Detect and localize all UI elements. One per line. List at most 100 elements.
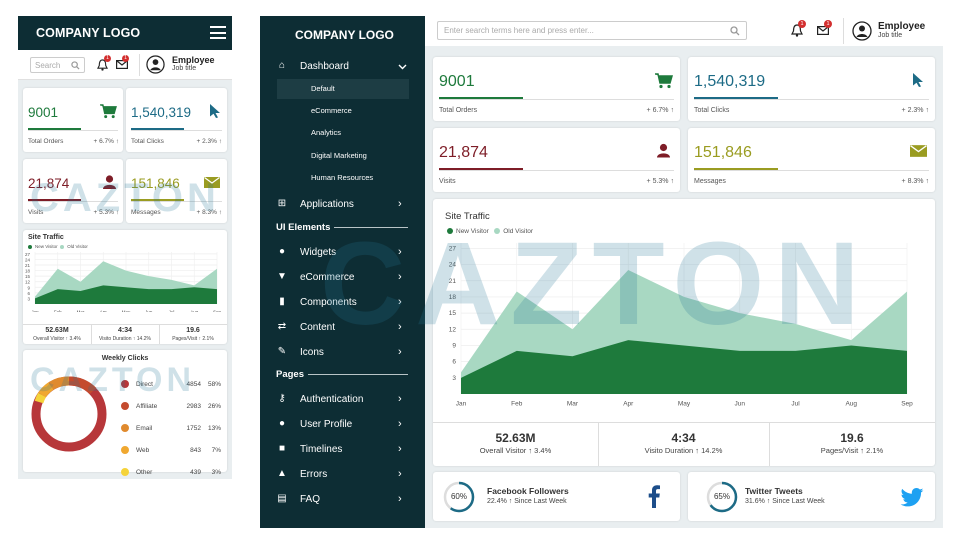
sidebar-item-pages-user-profile[interactable]: ● User Profile › [260,415,425,437]
sidebar-item-ui-components[interactable]: ▮ Components › [260,293,425,315]
mail-icon[interactable] [817,26,829,35]
brush-icon: ✎ [277,346,287,357]
tile-total-clicks[interactable]: 1,540,319 Total Clicks + 2.3% ↑ [688,57,935,121]
facebook-title: Facebook Followers [487,486,569,496]
x-tick-label: Jun [145,310,153,313]
chevron-down-icon [398,64,407,70]
stat-label: Overall Visitor ↑ 3.4% [33,336,81,342]
user-title: Job title [878,32,903,39]
user-name: Employee [172,55,215,65]
x-tick-label: Aug [845,401,857,408]
key-icon: ⚷ [278,393,286,404]
tile-total-orders[interactable]: 9001 Total Orders + 6.7% ↑ [433,57,680,121]
tile-label: Visits [28,209,44,216]
tile-label: Total Orders [439,107,478,114]
search-input[interactable]: Search [30,57,85,73]
x-tick-label: May [678,401,691,408]
legend-swatch [121,468,129,476]
user-name: Employee [878,21,926,32]
sidebar-item-pages-timelines[interactable]: ■ Timelines › [260,440,425,462]
weekly-clicks-card: Weekly Clicks Direct 4854 58% Affiliate 2983… [23,350,227,476]
tile-visits[interactable]: 21,874 Visits + 5.3% ↑ [23,159,123,223]
y-tick-label: 21 [25,263,31,268]
facebook-followers-card[interactable]: 60% Facebook Followers 22.4% ↑ Since Las… [433,472,680,521]
mobile-header: COMPANY LOGO [18,16,232,50]
sidebar-item-pages-errors[interactable]: ▲ Errors › [277,468,402,480]
chart-title: Site Traffic [28,234,64,241]
chevron-right-icon: › [398,198,402,210]
chevron-right-icon: › [398,443,402,455]
x-tick-label: Mar [567,401,579,408]
avatar[interactable] [146,55,165,74]
tile-total-clicks[interactable]: 1,540,319 Total Clicks + 2.3% ↑ [126,88,227,152]
chevron-right-icon: › [398,346,402,358]
y-tick-label: 18 [25,269,31,274]
user-icon: ● [278,418,286,429]
y-tick-label: 6 [452,359,456,366]
weekly-clicks-row: Email 1752 13% [23,424,227,440]
twitter-tweets-card[interactable]: 65% Twitter Tweets 31.6% ↑ Since Last We… [688,472,935,521]
hamburger-menu-icon[interactable] [210,26,226,39]
stat-overall-visitor-label: Overall Visitor ↑ 3.4% [479,446,552,455]
row-value: 1752 [186,425,201,432]
twitter-title: Twitter Tweets [745,486,803,496]
user-title: Job title [172,65,197,72]
search-input[interactable]: Enter search terms here and press enter.… [437,21,747,40]
tile-value: 9001 [28,105,59,120]
cart-icon: ▼ [277,271,287,282]
tile-total-orders[interactable]: 9001 Total Orders + 6.7% ↑ [23,88,123,152]
tile-value: 1,540,319 [694,73,766,90]
sidebar-item-pages-authentication[interactable]: ⚷ Authentication › [260,390,425,412]
weekly-clicks-row: Direct 4854 58% [23,380,227,396]
y-tick-label: 24 [449,262,457,269]
x-tick-label: Feb [54,310,62,313]
mail-badge: 1 [122,55,129,62]
warning-icon: ▲ [277,468,287,479]
sidebar-item-ui-content[interactable]: ⇄ Content › [277,321,402,333]
tile-change: + 6.7% ↑ [646,107,674,114]
tile-change: + 5.3% ↑ [646,178,674,185]
sidebar-item-pages-faq[interactable]: ▤ FAQ › [277,493,402,505]
row-value: 843 [190,447,201,454]
sidebar-subitem-default[interactable]: Default [277,79,409,99]
sidebar-item-applications[interactable]: ⊞ Applications › [277,198,402,210]
tile-messages[interactable]: 151,846 Messages + 8.3% ↑ [126,159,227,223]
tile-messages[interactable]: 151,846 Messages + 8.3% ↑ [688,128,935,192]
sidebar-subitem-analytics[interactable]: Analytics [311,128,342,137]
tile-value: 151,846 [131,176,180,191]
sidebar-subitem-ecommerce[interactable]: eCommerce [311,106,352,115]
tile-label: Visits [439,178,456,185]
chevron-right-icon: › [398,246,402,258]
row-pct: 3% [211,469,221,476]
x-tick-label: Jun [735,401,746,408]
row-name: Direct [136,381,153,388]
chart-title: Site Traffic [445,211,490,222]
y-tick-label: 27 [25,252,31,257]
search-placeholder: Enter search terms here and press enter.… [444,26,594,35]
chevron-right-icon: › [398,418,402,430]
avatar[interactable] [852,21,872,41]
chevron-right-icon: › [398,493,402,505]
envelope-icon [204,177,220,188]
desktop-dashboard: COMPANY LOGO ⌂ Dashboard Default eCommer… [260,16,943,528]
sidebar-item-ui-widgets[interactable]: ● Widgets › [260,243,425,265]
stat-label: Visito Duration ↑ 14.2% [99,336,151,342]
tile-change: + 8.3% ↑ [901,178,929,185]
sidebar-subitem-human-resources[interactable]: Human Resources [311,173,374,182]
site-traffic-chart: 3 6 9 12 15 18 21 24 27 Jan Feb Mar Apr May Jun Jul Aug S… [449,243,913,408]
tile-value: 1,540,319 [131,105,192,120]
sidebar-subitem-digital-marketing[interactable]: Digital Marketing [311,151,367,160]
sidebar-item-dashboard[interactable]: ⌂ Dashboard [260,57,425,79]
search-icon[interactable] [730,26,740,36]
sidebar-item-ui-icons[interactable]: ✎ Icons › [277,346,402,358]
y-tick-label: 9 [452,342,456,349]
user-icon [103,175,116,189]
facebook-sub: 22.4% ↑ Since Last Week [487,498,567,505]
sidebar-item-ui-ecommerce[interactable]: ▼ eCommerce › [277,271,402,283]
chart-legend: New Visitor Old Visitor [28,244,88,249]
tile-visits[interactable]: 21,874 Visits + 5.3% ↑ [433,128,680,192]
row-pct: 26% [207,403,221,410]
weekly-clicks-row: Web 843 7% [23,446,227,462]
x-tick-label: Jan [456,401,467,408]
